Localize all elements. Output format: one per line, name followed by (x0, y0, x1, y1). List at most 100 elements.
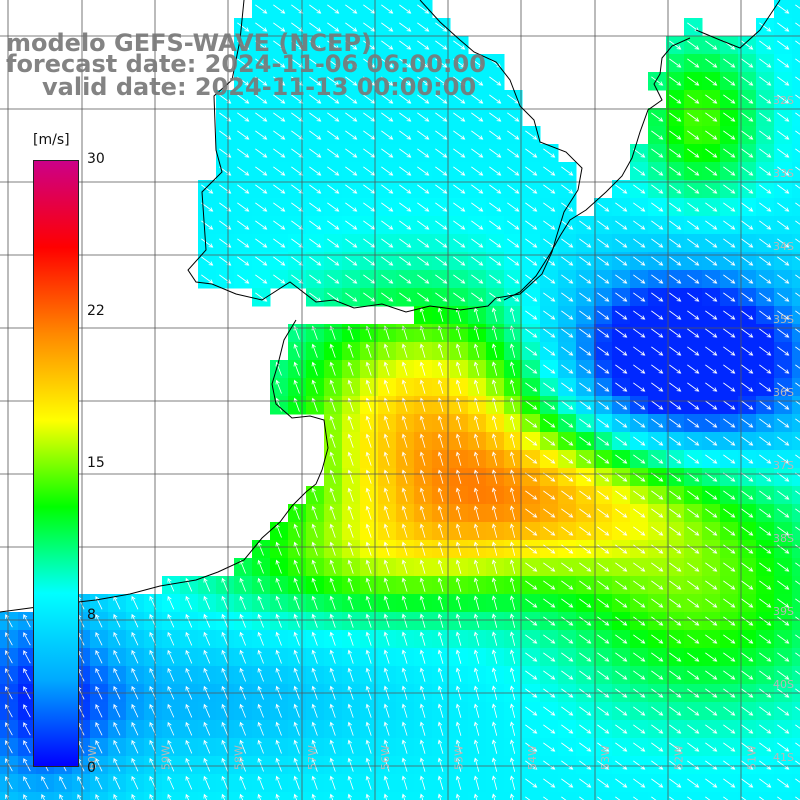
wind-arrow (203, 577, 211, 592)
wind-arrow (275, 721, 282, 736)
wind-arrow (399, 94, 412, 104)
wind-arrow (525, 598, 538, 608)
wind-arrow (777, 292, 790, 302)
wind-arrow (525, 652, 538, 662)
wind-arrow (579, 364, 592, 374)
wind-arrow (579, 382, 592, 392)
wind-arrow (471, 220, 484, 230)
wind-arrow (723, 382, 736, 392)
wind-arrow (491, 595, 498, 610)
wind-arrow (471, 238, 484, 248)
wind-arrow (237, 94, 250, 104)
wind-arrow (651, 508, 664, 518)
wind-arrow (239, 595, 246, 610)
wind-arrow (365, 739, 372, 754)
wind-arrow (293, 577, 300, 592)
wind-arrow (489, 274, 502, 284)
wind-arrow (561, 796, 567, 800)
wind-arrow (23, 794, 28, 800)
wind-arrow (615, 436, 628, 446)
wind-arrow (185, 775, 193, 790)
wind-arrow (759, 346, 772, 356)
wind-arrow (383, 505, 390, 520)
wind-arrow (59, 776, 67, 790)
wind-arrow (651, 310, 664, 320)
latitude-label: 36S (773, 386, 794, 399)
wind-arrow (293, 343, 300, 358)
wind-arrow (687, 58, 700, 68)
wind-arrow (345, 238, 358, 248)
wind-arrow (633, 238, 646, 248)
wind-arrow (741, 706, 754, 716)
wind-arrow (399, 220, 412, 230)
wind-arrow (239, 721, 246, 736)
wind-arrow (311, 595, 318, 610)
wind-arrow (777, 508, 790, 518)
wind-speed-cell (90, 792, 109, 800)
wind-arrow (435, 184, 448, 194)
wind-arrow (401, 631, 408, 646)
wind-arrow (543, 346, 556, 356)
wind-arrow (777, 220, 790, 230)
wind-arrow (651, 202, 664, 212)
wind-arrow (687, 796, 693, 800)
wind-arrow (435, 22, 448, 32)
wind-arrow (309, 22, 322, 32)
wind-arrow (311, 631, 318, 646)
wind-arrow (633, 508, 646, 518)
wind-arrow (561, 364, 574, 374)
longitude-label: 52W (672, 745, 685, 770)
wind-arrow (203, 775, 211, 790)
wind-arrow (473, 505, 480, 520)
wind-arrow (275, 757, 282, 772)
wind-arrow (435, 148, 448, 158)
wind-arrow (687, 544, 700, 554)
wind-arrow (561, 706, 574, 716)
wind-arrow (633, 364, 646, 374)
wind-arrow (185, 667, 193, 682)
wind-arrow (167, 775, 175, 790)
wind-arrow (255, 58, 268, 68)
wind-arrow (455, 667, 462, 682)
wind-arrow (509, 649, 516, 664)
wind-arrow (759, 382, 772, 392)
wind-arrow (185, 703, 193, 718)
wind-arrow (759, 490, 772, 500)
wind-arrow (327, 22, 340, 32)
wind-arrow (633, 292, 646, 302)
wind-arrow (309, 58, 322, 68)
wind-speed-cell (18, 792, 37, 800)
wind-arrow (705, 202, 718, 212)
wind-arrow (399, 202, 412, 212)
wind-arrow (419, 757, 426, 772)
wind-arrow (759, 562, 772, 572)
wind-arrow (131, 703, 139, 718)
wind-arrow (327, 256, 340, 266)
wind-arrow (419, 541, 426, 556)
wind-arrow (669, 742, 682, 752)
wind-arrow (329, 523, 336, 538)
wind-arrow (473, 469, 480, 484)
wind-arrow (795, 634, 800, 639)
wind-arrow (257, 613, 264, 628)
wind-arrow (347, 505, 354, 520)
wind-arrow (257, 649, 264, 664)
wind-arrow (167, 613, 175, 628)
wind-arrow (507, 148, 520, 158)
wind-arrow (723, 220, 736, 230)
wind-arrow (561, 652, 574, 662)
wind-arrow (759, 508, 772, 518)
wind-arrow (203, 631, 211, 646)
wind-arrow (687, 364, 700, 374)
wind-arrow (579, 346, 592, 356)
wind-arrow (795, 724, 800, 729)
wind-arrow (167, 631, 175, 646)
wind-arrow (651, 382, 664, 392)
wind-arrow (417, 148, 430, 158)
wind-arrow (777, 670, 790, 680)
wind-arrow (777, 310, 790, 320)
wind-arrow (347, 523, 354, 538)
wind-arrow (309, 94, 322, 104)
wind-arrow (255, 112, 268, 122)
wind-arrow (777, 418, 790, 428)
